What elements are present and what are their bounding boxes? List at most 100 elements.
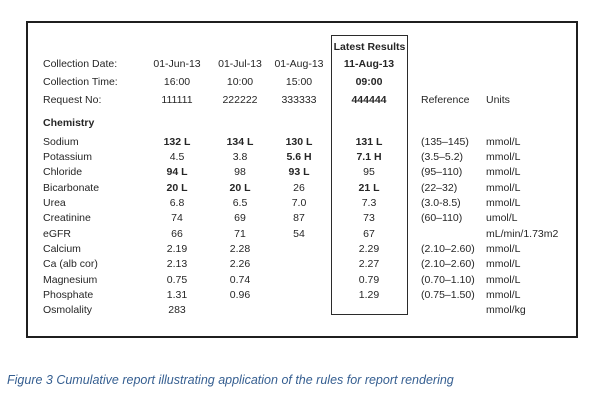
reference-range: (22–32) [421,182,458,194]
value-col1: 4.5 [169,151,185,163]
row-label: Chemistry [43,117,95,129]
value-col4-latest: 67 [363,228,375,240]
value-col2: 10:00 [226,76,254,88]
value-col3: 5.6 H [286,151,312,163]
value-col1: 283 [168,304,186,316]
table-row: Urea 6.8 6.5 7.0 7.3 (3.0-8.5) mmol/L [28,196,576,211]
value-col1: 0.75 [166,274,188,286]
reference-range: (135–145) [421,136,469,148]
value-col3: 26 [293,182,305,194]
value-col2: 6.5 [232,197,248,209]
row-label: eGFR [43,228,72,240]
table-row: eGFR 66 71 54 67 mL/min/1.73m2 [28,227,576,242]
reference-range: (95–110) [421,166,463,178]
table-row: Calcium 2.19 2.28 2.29 (2.10–2.60) mmol/… [28,242,576,257]
value-col2: 01-Jul-13 [218,58,262,70]
table-row: Potassium 4.5 3.8 5.6 H 7.1 H (3.5–5.2) … [28,150,576,165]
units-label: mmol/L [486,151,521,163]
value-col4-latest: 73 [363,212,375,224]
reference-range: (2.10–2.60) [421,258,475,270]
row-label: Collection Date: [43,58,118,70]
reference-range: (3.5–5.2) [421,151,464,163]
value-col1: 111111 [161,94,193,106]
value-col2: 2.26 [229,258,251,270]
reference-range: (2.10–2.60) [421,243,475,255]
latest-results-title: Latest Results [333,41,406,53]
value-col2: 98 [234,166,246,178]
units-label: mmol/L [486,136,521,148]
table-row: Magnesium 0.75 0.74 0.79 (0.70–1.10) mmo… [28,273,576,288]
table-row: Chemistry [28,116,576,131]
value-col3: 333333 [281,94,317,106]
value-col1: 1.31 [166,289,188,301]
row-label: Chloride [43,166,83,178]
table-row: Request No: 111111 222222 333333 444444 … [28,93,576,108]
value-col3: 54 [293,228,305,240]
value-col2: 71 [234,228,246,240]
reference-range: (60–110) [421,212,463,224]
units-label: mL/min/1.73m2 [486,228,559,240]
value-col4-latest: 2.29 [358,243,380,255]
reference-range: (0.75–1.50) [421,289,475,301]
value-col3: 93 L [288,166,310,178]
table-row: Collection Time: 16:00 10:00 15:00 09:00 [28,75,576,90]
value-col4-latest: 2.27 [358,258,380,270]
value-col4-latest: 7.3 [361,197,377,209]
value-col3: 01-Aug-13 [274,58,324,70]
row-label: Magnesium [43,274,98,286]
value-col3: 15:00 [285,76,313,88]
value-col2: 0.96 [229,289,251,301]
value-col4-latest: 95 [363,166,375,178]
value-col1: 2.13 [166,258,188,270]
value-col4-latest: 0.79 [358,274,380,286]
value-col1: 16:00 [163,76,191,88]
row-label: Calcium [43,243,81,255]
value-col1: 01-Jun-13 [153,58,201,70]
units-label: umol/L [486,212,518,224]
units-label: mmol/L [486,258,521,270]
figure-caption: Figure 3 Cumulative report illustrating … [7,373,454,387]
value-col4-latest: 444444 [351,94,387,106]
value-col2: 134 L [226,136,254,148]
value-col2: 2.28 [229,243,251,255]
value-col4-latest: 21 L [358,182,380,194]
value-col1: 20 L [166,182,188,194]
row-label: Ca (alb cor) [43,258,98,270]
value-col2: 0.74 [229,274,251,286]
table-row: Ca (alb cor) 2.13 2.26 2.27 (2.10–2.60) … [28,257,576,272]
row-label: Potassium [43,151,93,163]
value-col1: 6.8 [169,197,185,209]
units-label: mmol/L [486,197,521,209]
row-label: Osmolality [43,304,93,316]
value-col2: 3.8 [232,151,248,163]
value-col2: 20 L [229,182,251,194]
reference-range: Reference [421,94,470,106]
row-label: Bicarbonate [43,182,100,194]
value-col3: 87 [293,212,305,224]
row-label: Creatinine [43,212,91,224]
units-label: mmol/L [486,182,521,194]
value-col1: 2.19 [166,243,188,255]
table-row: Osmolality 283 mmol/kg [28,303,576,318]
value-col2: 222222 [222,94,258,106]
reference-range: (0.70–1.10) [421,274,475,286]
row-label: Phosphate [43,289,94,301]
table-row: Sodium 132 L 134 L 130 L 131 L (135–145)… [28,135,576,150]
value-col1: 74 [171,212,183,224]
cumulative-report-table: Latest Results Collection Date: 01-Jun-1… [26,21,578,338]
value-col4-latest: 09:00 [355,76,383,88]
value-col4-latest: 131 L [355,136,383,148]
latest-results-box: Latest Results [331,35,408,315]
value-col1: 132 L [163,136,191,148]
table-row: Bicarbonate 20 L 20 L 26 21 L (22–32) mm… [28,181,576,196]
units-label: mmol/L [486,166,521,178]
value-col4-latest: 11-Aug-13 [343,58,395,70]
value-col4-latest: 7.1 H [356,151,382,163]
value-col3: 7.0 [291,197,307,209]
table-row: Phosphate 1.31 0.96 1.29 (0.75–1.50) mmo… [28,288,576,303]
units-label: mmol/L [486,243,521,255]
units-label: mmol/L [486,274,521,286]
table-row: Collection Date: 01-Jun-13 01-Jul-13 01-… [28,57,576,72]
value-col1: 94 L [166,166,188,178]
